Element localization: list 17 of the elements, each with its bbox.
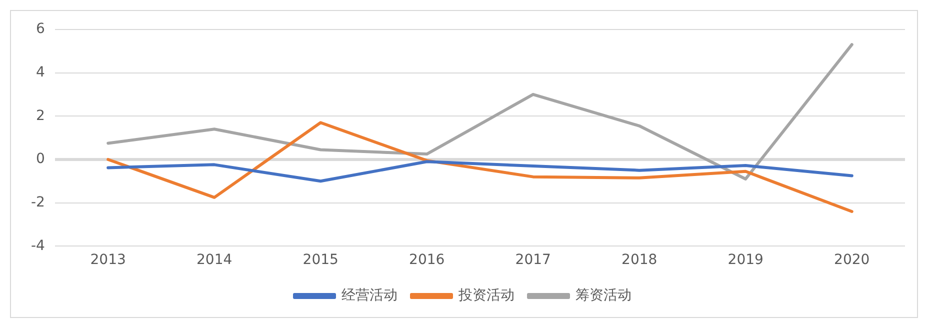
y-tick-label: -2 — [30, 194, 45, 210]
y-tick-label: 0 — [36, 151, 45, 168]
y-tick-label: 6 — [36, 21, 46, 38]
x-tick-label: 2019 — [728, 252, 764, 268]
x-tick-label: 2015 — [302, 252, 338, 268]
y-tick-label: -4 — [30, 238, 46, 254]
legend-label: 筹资活动 — [576, 288, 632, 304]
x-tick-label: 2016 — [409, 252, 445, 268]
y-tick-label: 4 — [36, 64, 46, 80]
x-tick-label: 2017 — [515, 252, 551, 268]
x-tick-label: 2014 — [196, 252, 232, 268]
y-tick-label: 2 — [36, 108, 45, 124]
x-tick-label: 2013 — [90, 252, 126, 268]
legend-label: 投资活动 — [458, 288, 514, 304]
x-tick-label: 2020 — [834, 252, 870, 268]
legend-label: 经营活动 — [342, 288, 398, 304]
x-tick-label: 2018 — [622, 252, 658, 268]
